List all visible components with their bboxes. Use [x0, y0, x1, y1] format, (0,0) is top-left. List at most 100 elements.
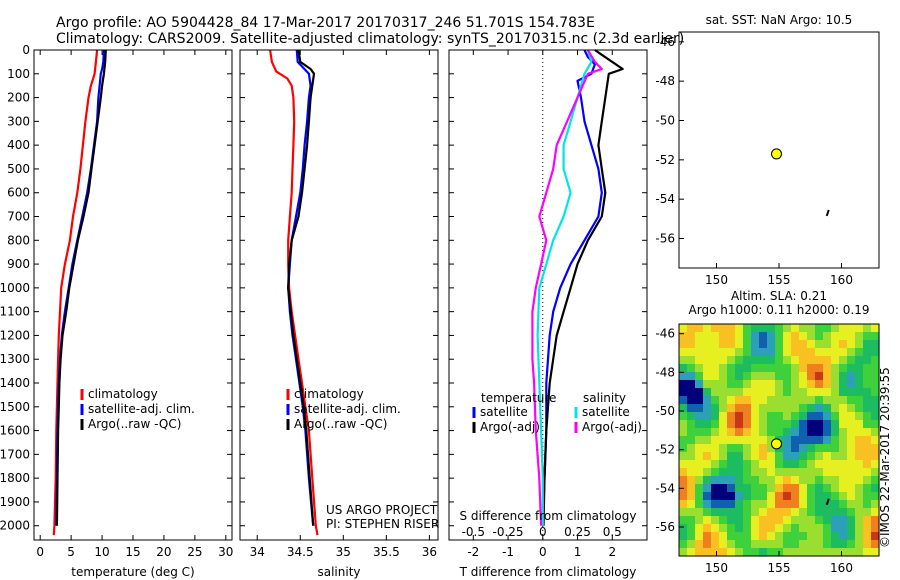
sla-cell — [695, 324, 704, 333]
sla-cell — [703, 404, 712, 413]
sla-cell — [703, 524, 712, 533]
sla-cell — [679, 332, 688, 341]
sla-cell — [807, 364, 816, 373]
sla-cell — [871, 532, 880, 541]
sla-cell — [839, 332, 848, 341]
sla-cell — [799, 420, 808, 429]
sla-cell — [831, 500, 840, 509]
sla-cell — [743, 484, 752, 493]
sla-cell — [823, 524, 832, 533]
sla-cell — [799, 460, 808, 469]
sla-cell — [687, 372, 696, 381]
sla-cell — [687, 484, 696, 493]
sla-cell — [775, 476, 784, 485]
sla-cell — [807, 468, 816, 477]
sla-cell — [855, 412, 864, 421]
float-track-mark — [825, 498, 830, 506]
sla-cell — [695, 396, 704, 405]
sla-cell — [863, 532, 872, 541]
sla-cell — [775, 484, 784, 493]
sla-cell — [703, 364, 712, 373]
sla-cell — [775, 460, 784, 469]
sla-cell — [791, 380, 800, 389]
sla-cell — [679, 532, 688, 541]
figure-title-line1: Argo profile: AO 5904428_84 17-Mar-2017 … — [56, 15, 595, 31]
sla-cell — [783, 516, 792, 525]
sla-title-line1: Altim. SLA: 0.21 — [731, 289, 827, 303]
series-line-argo-raw-qc- — [55, 49, 107, 526]
sla-cell — [735, 428, 744, 437]
sla-cell — [711, 444, 720, 453]
sla-cell — [847, 348, 856, 357]
sla-cell — [855, 388, 864, 397]
sla-cell — [863, 412, 872, 421]
sla-cell — [799, 396, 808, 405]
sla-cell — [759, 444, 768, 453]
sla-cell — [727, 428, 736, 437]
depth-tick-label: 0 — [22, 43, 30, 57]
sla-cell — [823, 548, 832, 557]
sla-cell — [807, 412, 816, 421]
sla-cell — [727, 436, 736, 445]
sla-cell — [871, 364, 880, 373]
sla-cell — [711, 524, 720, 533]
sla-cell — [823, 356, 832, 365]
sla-cell — [687, 356, 696, 365]
sla-cell — [735, 340, 744, 349]
difference-legend: temperature salinitysatelliteArgo(-adj)sa… — [472, 391, 642, 434]
depth-tick-label: 1200 — [0, 328, 30, 342]
sla-cell — [751, 380, 760, 389]
sla-cell — [711, 540, 720, 549]
depth-tick-label: 1300 — [0, 352, 30, 366]
sla-cell — [815, 460, 824, 469]
sla-cell — [791, 500, 800, 509]
sla-cell — [799, 428, 808, 437]
sla-cell — [871, 548, 880, 557]
sla-cell — [735, 372, 744, 381]
sla-cell — [815, 444, 824, 453]
sla-cell — [863, 460, 872, 469]
sla-cell — [679, 444, 688, 453]
sla-cell — [687, 444, 696, 453]
sla-cell — [871, 444, 880, 453]
sla-cell — [815, 468, 824, 477]
sla-cell — [703, 436, 712, 445]
sla-cell — [799, 436, 808, 445]
sla-cell — [727, 396, 736, 405]
sla-cell — [759, 500, 768, 509]
x-tick-label: 20 — [156, 545, 171, 559]
sla-cell — [759, 532, 768, 541]
sla-cell — [751, 484, 760, 493]
sla-cell — [775, 404, 784, 413]
sla-cell — [783, 372, 792, 381]
sla-cell — [847, 460, 856, 469]
sla-cell — [703, 356, 712, 365]
sla-cell — [679, 476, 688, 485]
sla-cell — [863, 372, 872, 381]
sla-cell — [695, 420, 704, 429]
sla-cell — [687, 348, 696, 357]
sla-cell — [735, 332, 744, 341]
sla-cell — [807, 348, 816, 357]
latitude-tick-label: -48 — [655, 74, 675, 88]
sla-cell — [727, 468, 736, 477]
sla-cell — [735, 412, 744, 421]
sla-cell — [815, 524, 824, 533]
sla-cell — [719, 540, 728, 549]
sla-cell — [839, 396, 848, 405]
x-tick-label: 5 — [67, 545, 75, 559]
legend-label: satellite-adj. clim. — [88, 402, 195, 416]
sla-cell — [775, 508, 784, 517]
sla-cell — [815, 340, 824, 349]
sla-cell — [679, 500, 688, 509]
sla-cell — [823, 412, 832, 421]
sla-cell — [839, 532, 848, 541]
sla-cell — [855, 428, 864, 437]
sla-cell — [775, 324, 784, 333]
sla-cell — [695, 508, 704, 517]
sla-cell — [823, 516, 832, 525]
sla-cell — [839, 444, 848, 453]
sla-cell — [863, 524, 872, 533]
sla-cell — [743, 460, 752, 469]
sla-cell — [735, 436, 744, 445]
